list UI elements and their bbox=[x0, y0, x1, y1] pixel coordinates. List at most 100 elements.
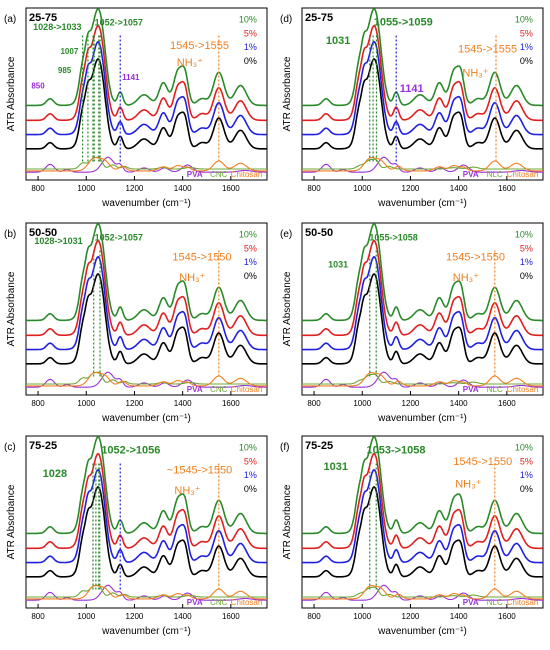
x-tick-label: 1200 bbox=[402, 399, 420, 408]
x-axis-title: wavenumber (cm⁻¹) bbox=[101, 626, 191, 637]
legend-entry: 10% bbox=[515, 230, 533, 240]
x-tick-label: 1000 bbox=[77, 184, 95, 193]
x-tick-label: 1600 bbox=[222, 184, 240, 193]
series-0pct-line bbox=[302, 273, 543, 365]
legend-entry: PVA bbox=[187, 598, 203, 607]
series-cnc-line bbox=[26, 156, 267, 170]
legend-entry: 0% bbox=[520, 271, 533, 281]
legend-entry: 1% bbox=[244, 470, 257, 480]
series-10pct-line bbox=[302, 436, 543, 535]
series-cnc-line bbox=[26, 371, 267, 385]
legend-entry: CNC bbox=[210, 598, 228, 607]
x-tick-label: 1000 bbox=[353, 612, 371, 621]
legend-entry: PVA bbox=[463, 385, 479, 394]
peak-annotation: 1028->1031 bbox=[34, 236, 82, 246]
plot-frame bbox=[25, 435, 268, 609]
x-tick-label: 1000 bbox=[353, 184, 371, 193]
series-10pct-line bbox=[302, 8, 543, 107]
panel-tag: (e) bbox=[280, 229, 292, 240]
legend-entry: 5% bbox=[244, 243, 257, 253]
panel-e: 800 1000 1200 1400 1600 wavenumber (cm⁻¹) ATR … bbox=[280, 222, 544, 424]
series-10pct-line bbox=[302, 223, 543, 322]
panel-tag: (f) bbox=[280, 442, 289, 453]
legend-entry: NLC bbox=[487, 598, 503, 607]
peak-annotation: 1055->1058 bbox=[369, 233, 417, 243]
ratio-tag: 25-75 bbox=[305, 12, 333, 24]
series-5pct-line bbox=[302, 239, 543, 337]
x-axis-title: wavenumber (cm⁻¹) bbox=[101, 413, 191, 424]
legend-entry: Chitosan bbox=[231, 598, 263, 607]
legend-entry: 0% bbox=[244, 271, 257, 281]
x-tick-label: 1000 bbox=[77, 612, 95, 621]
y-axis-title: ATR Absorbance bbox=[282, 271, 293, 346]
plot-area bbox=[26, 223, 267, 388]
peak-annotation: 1031 bbox=[328, 259, 348, 269]
plot-area bbox=[302, 223, 543, 388]
legend-entry: 5% bbox=[520, 243, 533, 253]
legend-entry: 10% bbox=[239, 443, 257, 453]
peak-annotation: 1052->1057 bbox=[95, 233, 143, 243]
panel-f: 800 1000 1200 1400 1600 wavenumber (cm⁻¹) ATR … bbox=[280, 435, 544, 637]
peak-annotation: 1052->1056 bbox=[101, 445, 160, 457]
legend-entry: PVA bbox=[463, 598, 479, 607]
x-tick-label: 1600 bbox=[222, 612, 240, 621]
ratio-tag: 50-50 bbox=[305, 227, 333, 239]
y-axis-title: ATR Absorbance bbox=[282, 484, 293, 559]
x-axis-title: wavenumber (cm⁻¹) bbox=[377, 413, 467, 424]
legend-entry: 1% bbox=[520, 257, 533, 267]
x-tick-label: 1200 bbox=[126, 184, 144, 193]
legend-entry: 0% bbox=[520, 56, 533, 66]
plot-area bbox=[302, 436, 543, 601]
series-0pct-line bbox=[302, 58, 543, 150]
series-nlc-line bbox=[302, 586, 543, 598]
legend-entry: 5% bbox=[520, 456, 533, 466]
legend-entry: 10% bbox=[239, 15, 257, 25]
x-tick-label: 1400 bbox=[174, 612, 192, 621]
x-tick-label: 1600 bbox=[498, 399, 516, 408]
x-tick-label: 1400 bbox=[450, 612, 468, 621]
ratio-tag: 75-25 bbox=[305, 440, 333, 452]
peak-annotation: 1007 bbox=[60, 47, 78, 56]
panel-tag: (a) bbox=[4, 14, 16, 25]
series-5pct-line bbox=[26, 452, 267, 550]
peak-annotation: 850 bbox=[31, 82, 45, 91]
legend-entry: 10% bbox=[239, 230, 257, 240]
legend-entry: PVA bbox=[463, 170, 479, 179]
legend-entry: Chitosan bbox=[231, 170, 263, 179]
peak-annotation: NH₃⁺ bbox=[179, 272, 205, 284]
legend-entry: 0% bbox=[520, 484, 533, 494]
y-axis-title: ATR Absorbance bbox=[6, 484, 17, 559]
peak-annotation: 1141 bbox=[122, 73, 140, 82]
x-tick-label: 800 bbox=[307, 612, 321, 621]
peak-annotation: 1545->1550 bbox=[446, 252, 505, 264]
x-tick-label: 1600 bbox=[498, 612, 516, 621]
legend-entry: 1% bbox=[520, 470, 533, 480]
y-axis-title: ATR Absorbance bbox=[282, 56, 293, 131]
x-tick-label: 1400 bbox=[174, 184, 192, 193]
plot-area bbox=[302, 8, 543, 173]
panel-d: 800 1000 1200 1400 1600 wavenumber (cm⁻¹) ATR … bbox=[280, 7, 544, 209]
legend-entry: PVA bbox=[187, 385, 203, 394]
legend-entry: 5% bbox=[520, 28, 533, 38]
ratio-tag: 25-75 bbox=[29, 12, 57, 24]
series-chitosan-line bbox=[26, 585, 267, 600]
series-5pct-line bbox=[26, 24, 267, 122]
y-axis-title: ATR Absorbance bbox=[6, 56, 17, 131]
series-1pct-line bbox=[26, 469, 267, 564]
x-tick-label: 1600 bbox=[498, 184, 516, 193]
legend-entry: NLC bbox=[487, 385, 503, 394]
series-1pct-line bbox=[302, 41, 543, 136]
series-1pct-line bbox=[302, 256, 543, 351]
peak-annotation: 1031 bbox=[323, 461, 347, 473]
x-tick-label: 800 bbox=[31, 612, 45, 621]
x-tick-label: 800 bbox=[31, 399, 45, 408]
series-nlc-line bbox=[302, 373, 543, 385]
legend-entry: 5% bbox=[244, 28, 257, 38]
y-axis-title: ATR Absorbance bbox=[6, 271, 17, 346]
ratio-tag: 50-50 bbox=[29, 227, 57, 239]
peak-annotation: NH₃⁺ bbox=[453, 272, 479, 284]
panel-tag: (d) bbox=[280, 14, 292, 25]
x-tick-label: 1200 bbox=[126, 612, 144, 621]
series-10pct-line bbox=[26, 8, 267, 107]
legend-entry: CNC bbox=[210, 385, 228, 394]
